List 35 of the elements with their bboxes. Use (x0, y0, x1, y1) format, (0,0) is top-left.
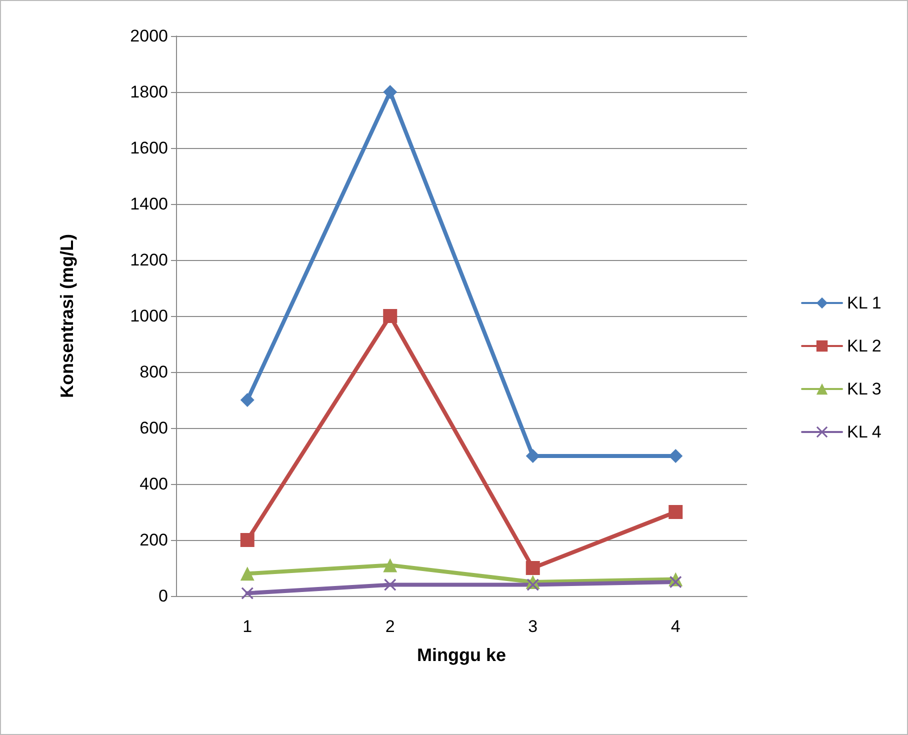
point (240, 533, 254, 547)
y-tick-label: 1200 (130, 250, 168, 270)
y-tick-label: 800 (140, 362, 168, 382)
point (384, 578, 396, 591)
point (526, 561, 540, 575)
y-tick-label: 1800 (130, 82, 168, 102)
y-tick-label: 200 (140, 530, 168, 550)
y-tick-label: 600 (140, 418, 168, 438)
point (670, 576, 682, 588)
legend-label: KL 2 (847, 336, 882, 356)
x-axis-title: Minggu ke (417, 645, 506, 665)
x-tick-label: 2 (385, 617, 395, 636)
point (526, 449, 540, 463)
point (383, 309, 398, 323)
point (241, 587, 254, 600)
point (526, 578, 539, 591)
x-tick-label: 4 (670, 617, 680, 636)
point (668, 505, 683, 519)
y-tick-label: 1600 (130, 138, 168, 158)
point (383, 558, 398, 572)
y-tick-label: 1000 (130, 306, 168, 326)
y-tick-label: 400 (140, 474, 168, 494)
legend-label: KL 1 (847, 294, 882, 312)
point (668, 449, 683, 463)
y-tick-label: 0 (158, 586, 168, 606)
legend-label: KL 3 (847, 380, 882, 398)
x-tick-label: 1 (242, 617, 252, 636)
point (240, 566, 254, 581)
y-axis-title: Konsentrasi (mg/L) (57, 234, 77, 398)
legend-label: KL 4 (847, 422, 882, 442)
y-tick-label: 2000 (130, 26, 168, 46)
x-tick-label: 3 (528, 617, 538, 636)
point (240, 393, 254, 407)
point (383, 85, 398, 99)
y-tick-label: 1400 (130, 194, 168, 214)
